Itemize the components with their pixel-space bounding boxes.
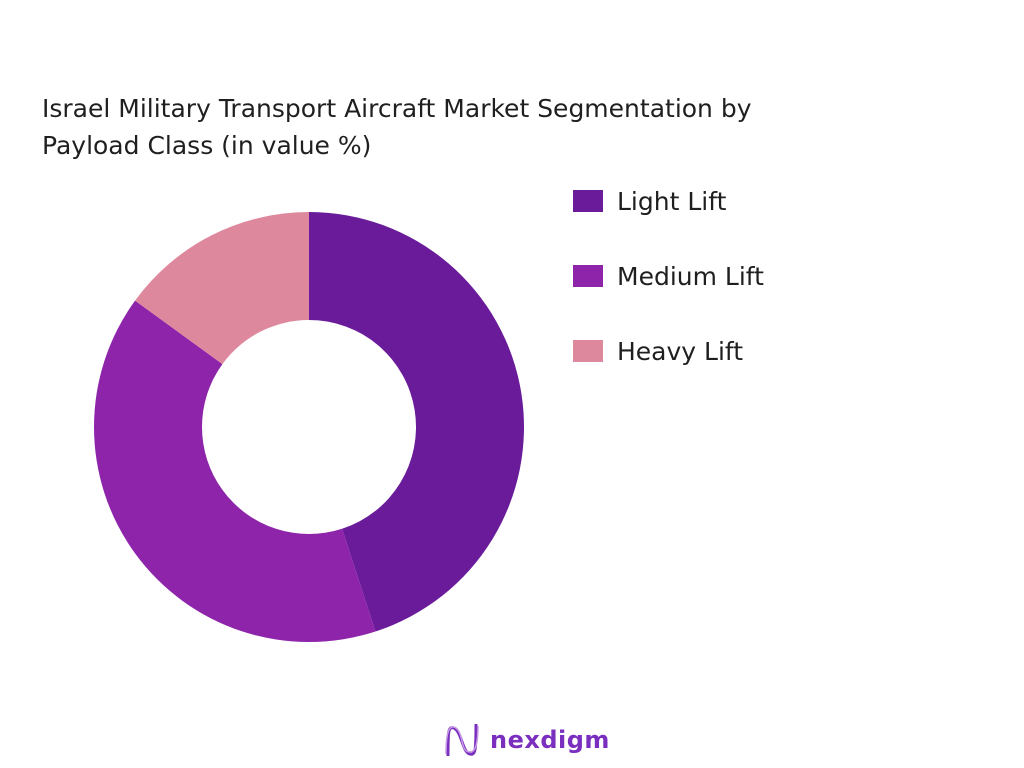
legend-label: Medium Lift <box>617 261 764 291</box>
legend-item-medium-lift: Medium Lift <box>573 261 764 291</box>
legend-item-light-lift: Light Lift <box>573 186 764 216</box>
legend-label: Light Lift <box>617 186 727 216</box>
donut-slice-heavy-lift <box>135 212 309 365</box>
brand-name: nexdigm <box>490 726 610 754</box>
legend-swatch <box>573 340 603 362</box>
chart-title: Israel Military Transport Aircraft Marke… <box>42 94 752 160</box>
legend-label: Heavy Lift <box>617 336 744 366</box>
donut-slice-medium-lift <box>94 300 376 643</box>
nexdigm-logo: nexdigm <box>444 722 610 758</box>
nexdigm-wave-icon <box>445 723 479 757</box>
legend-swatch <box>573 190 603 212</box>
donut-slice-light-lift <box>309 212 524 632</box>
legend-swatch <box>573 265 603 287</box>
legend: Light Lift Medium Lift Heavy Lift <box>573 186 764 411</box>
legend-item-heavy-lift: Heavy Lift <box>573 336 764 366</box>
